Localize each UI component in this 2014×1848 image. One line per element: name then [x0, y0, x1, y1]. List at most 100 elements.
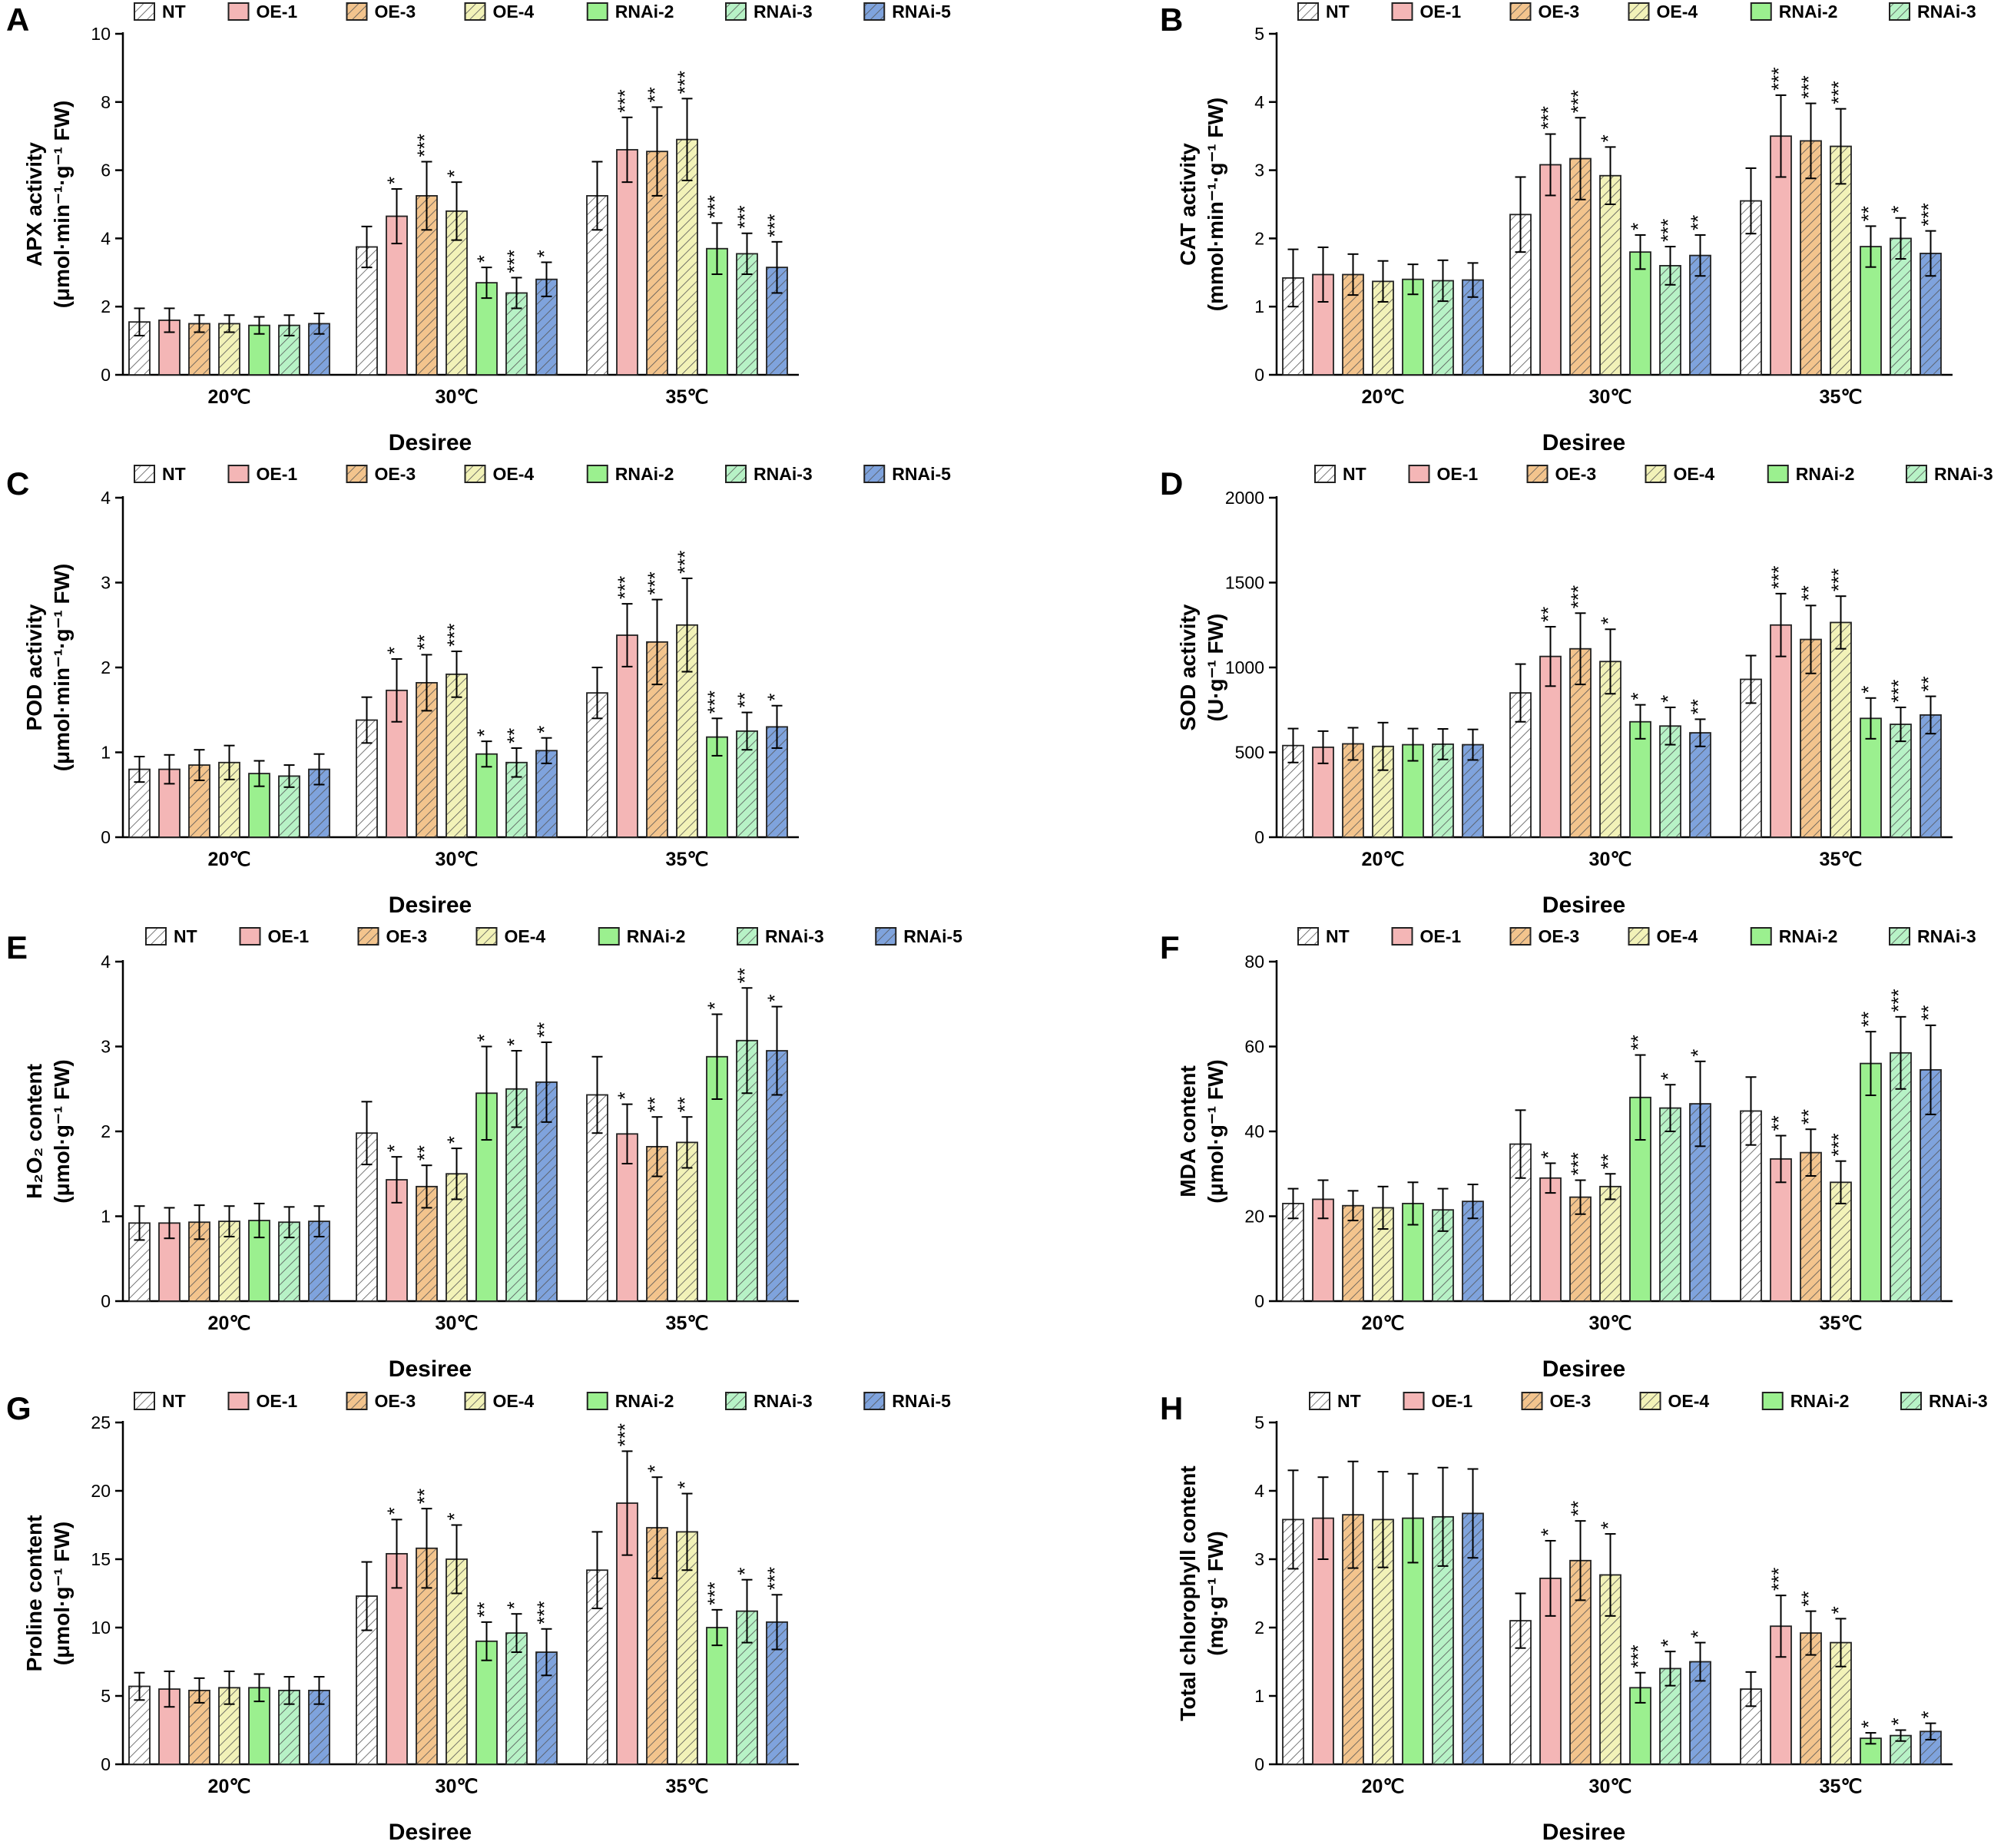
- y-axis-title: Proline content: [22, 1515, 46, 1672]
- y-tick-label: 4: [101, 952, 111, 972]
- legend-label: RNAi-3: [1917, 2, 1976, 22]
- significance-mark: **: [413, 1489, 436, 1504]
- legend-item-rnai-5: RNAi-5: [863, 464, 951, 484]
- significance-mark: *: [1857, 1720, 1880, 1728]
- significance-mark: **: [1597, 1154, 1620, 1169]
- x-tick-label: 20℃: [1362, 1313, 1405, 1334]
- x-tick-label: 30℃: [436, 849, 479, 870]
- legend-label: RNAi-2: [1779, 926, 1838, 946]
- y-tick-label: 0: [101, 365, 111, 385]
- significance-mark: **: [533, 1022, 556, 1038]
- y-tick-label: 2: [1254, 228, 1264, 248]
- significance-mark: *: [383, 1144, 406, 1152]
- legend-label: RNAi-2: [615, 2, 674, 22]
- legend-item-nt: NT: [134, 1391, 186, 1411]
- significance-mark: *: [1627, 692, 1650, 700]
- significance-mark: ***: [503, 250, 526, 273]
- legend-item-oe-3: OE-3: [1509, 926, 1580, 946]
- legend-swatch: [863, 1392, 886, 1410]
- x-tick-label: 30℃: [436, 1313, 479, 1334]
- x-tick-label: 30℃: [436, 1776, 479, 1797]
- legend-label: RNAi-2: [1790, 1391, 1850, 1411]
- bar-rnai-2-30: [475, 1640, 498, 1765]
- x-tick-label: 30℃: [1589, 849, 1632, 870]
- significance-mark: *: [1537, 1151, 1560, 1158]
- legend-swatch: [1889, 927, 1910, 946]
- legend-label: OE-3: [375, 2, 416, 22]
- bar-rnai-5-30: [1689, 732, 1711, 838]
- significance-mark: **: [1537, 607, 1560, 622]
- legend-item-oe-3: OE-3: [1509, 2, 1579, 22]
- bar-rnai-3-30: [1659, 1107, 1681, 1302]
- legend-swatch: [863, 2, 886, 21]
- legend-label: RNAi-5: [892, 1391, 951, 1411]
- significance-mark: *: [1687, 1630, 1710, 1638]
- significance-mark: ***: [614, 576, 637, 599]
- legend-label: OE-1: [257, 1391, 298, 1411]
- significance-mark: *: [764, 694, 787, 701]
- y-tick-label: 1: [101, 743, 111, 763]
- legend-item-oe-1: OE-1: [239, 926, 309, 946]
- legend-item-rnai-3: RNAi-3: [725, 1391, 813, 1411]
- significance-mark: **: [674, 1097, 697, 1112]
- bar-rnai-5-20: [308, 323, 330, 376]
- bar-oe-1-30: [1539, 164, 1562, 376]
- y-axis-unit: (μmol·g⁻¹ FW): [50, 1522, 74, 1665]
- y-tick-label: 4: [101, 488, 111, 508]
- y-tick-label: 1: [101, 1207, 111, 1227]
- legend-swatch: [1297, 927, 1319, 946]
- x-tick-label: 35℃: [666, 1776, 709, 1797]
- legend-item-oe-4: OE-4: [1628, 926, 1698, 946]
- legend-swatch: [1900, 1392, 1922, 1410]
- legend-label: OE-3: [1539, 926, 1580, 946]
- legend-item-oe-1: OE-1: [1403, 1391, 1472, 1411]
- panel-d: DNTOE-1OE-3OE-4RNAi-2RNAi-3RNAi-50500100…: [1160, 464, 1993, 918]
- bar-rnai-3-35: [1890, 1052, 1912, 1302]
- legend-item-oe-4: OE-4: [1639, 1391, 1709, 1411]
- significance-mark: ***: [764, 214, 787, 237]
- panel-b: BNTOE-1OE-3OE-4RNAi-2RNAi-3RNAi-5012345C…: [1160, 2, 1976, 455]
- significance-mark: ***: [764, 1567, 787, 1590]
- significance-mark: ***: [413, 134, 436, 157]
- legend-item-rnai-2: RNAi-2: [586, 1391, 674, 1411]
- x-tick-label: 35℃: [1820, 849, 1863, 870]
- legend-item-rnai-3: RNAi-3: [1906, 464, 1993, 484]
- bar-oe-3-35: [1800, 1151, 1822, 1302]
- legend-swatch: [586, 2, 608, 21]
- legend-label: NT: [162, 2, 186, 22]
- legend-label: OE-1: [1420, 2, 1462, 22]
- legend-label: OE-3: [386, 926, 428, 946]
- significance-mark: ***: [674, 551, 697, 574]
- y-tick-label: 60: [1244, 1037, 1264, 1057]
- significance-mark: ***: [734, 205, 757, 228]
- panel-e: E NT OE-1 OE-3 OE-4 RNAi-2 RNAi-3 RNAi-5 0 1 2 3 4 H₂…: [6, 926, 962, 1382]
- significance-mark: ***: [1767, 1568, 1790, 1591]
- legend-swatch: [475, 927, 498, 946]
- significance-mark: *: [1597, 1522, 1620, 1529]
- bar-rnai-3-35: [736, 730, 758, 838]
- bar-oe-1-30: [1539, 1177, 1562, 1302]
- legend-swatch: [1391, 927, 1413, 946]
- significance-mark: *: [1687, 1049, 1710, 1057]
- legend-item-oe-4: OE-4: [464, 1391, 534, 1411]
- legend-item-rnai-2: RNAi-2: [586, 464, 674, 484]
- significance-mark: **: [1857, 206, 1880, 221]
- legend-swatch: [875, 927, 897, 946]
- legend-label: OE-4: [493, 464, 535, 484]
- legend-swatch: [1509, 2, 1532, 21]
- bar-nt-20: [128, 1222, 151, 1302]
- legend-swatch: [227, 465, 250, 483]
- legend-swatch: [1628, 927, 1650, 946]
- bar-oe-1-35: [616, 149, 638, 376]
- legend-label: OE-1: [1420, 926, 1462, 946]
- significance-mark: ***: [704, 195, 727, 218]
- legend-item-oe-3: OE-3: [1526, 464, 1597, 484]
- legend-label: OE-3: [375, 1391, 416, 1411]
- y-axis-title: Total chlorophyll content: [1176, 1465, 1200, 1720]
- significance-mark: *: [674, 1481, 697, 1489]
- legend-label: OE-3: [1555, 464, 1597, 484]
- significance-mark: **: [1767, 1115, 1790, 1131]
- legend-swatch: [464, 1392, 486, 1410]
- legend-item-rnai-2: RNAi-2: [1750, 2, 1837, 22]
- significance-mark: **: [1627, 1035, 1650, 1050]
